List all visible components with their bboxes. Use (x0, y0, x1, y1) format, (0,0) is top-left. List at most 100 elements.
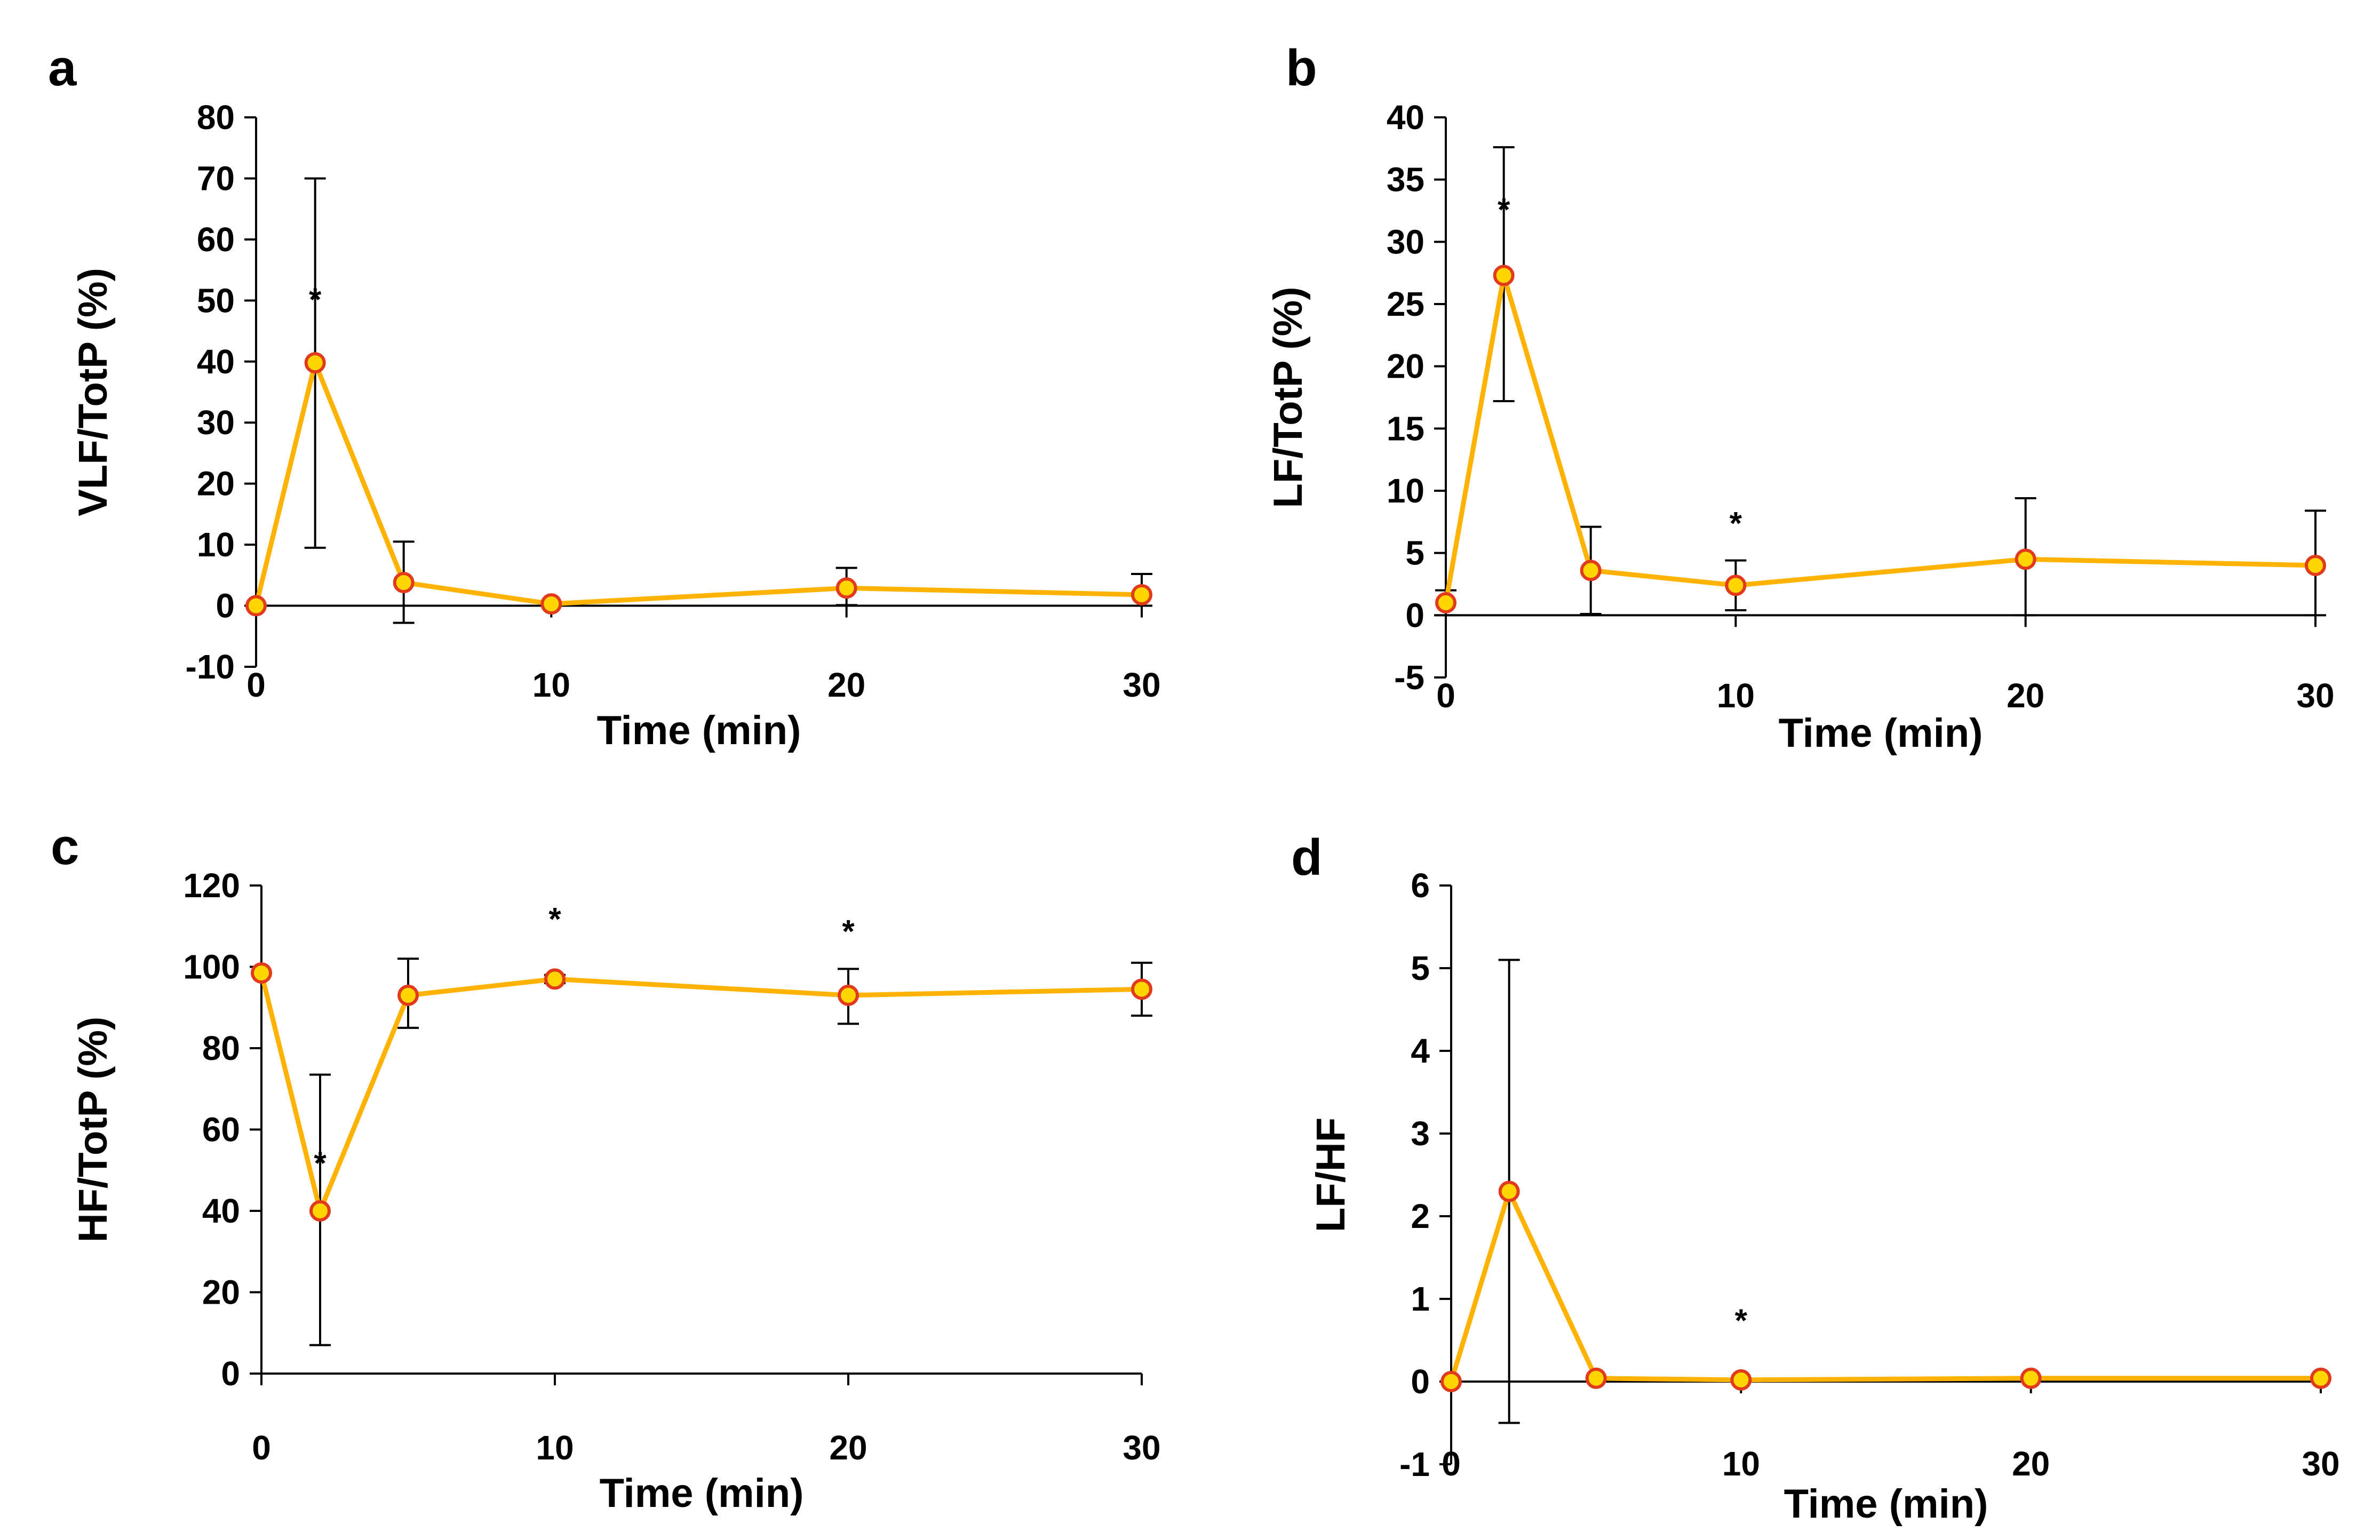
panel-a: a -10 0 10 20 30 40 50 60 70 80 0 10 20 30 Time (min) VL… (48, 39, 1161, 753)
y-tick-label: 40 (197, 342, 235, 381)
y-tick-label: 40 (202, 1192, 240, 1230)
x-tick-label: 30 (2296, 676, 2334, 715)
x-tick-label: 20 (827, 666, 865, 704)
y-tick-label: 50 (197, 281, 235, 320)
y-tick-label: -10 (186, 648, 235, 686)
y-tick-label: 20 (1387, 347, 1424, 386)
significance-mark: * (548, 901, 561, 937)
y-tick-label: 40 (1387, 98, 1424, 137)
data-point (304, 352, 326, 374)
y-tick-label: 6 (1411, 866, 1430, 905)
panel-letter: d (1291, 829, 1323, 886)
series-line (259, 972, 1142, 1214)
y-tick-label: -1 (1399, 1445, 1430, 1483)
y-axis-title: LF/TotP (%) (1265, 286, 1311, 508)
y-tick-label: 60 (202, 1111, 240, 1149)
y-tick-label: 2 (1411, 1197, 1430, 1235)
data-point (1730, 1369, 1752, 1391)
x-axis-title: Time (min) (600, 1471, 804, 1516)
x-tick-label: 10 (536, 1429, 574, 1467)
data-point (544, 968, 566, 990)
panel-letter: a (48, 39, 77, 97)
x-tick-label: 0 (252, 1429, 271, 1467)
data-point (540, 593, 562, 615)
y-tick-label: 0 (221, 1354, 240, 1393)
panel-c: c 0 20 40 60 80 100 120 0 10 20 30 Time (min) HF/TotP… (51, 818, 1161, 1516)
y-axis-title: LF/HF (1308, 1118, 1354, 1232)
x-tick-label: 10 (532, 666, 570, 704)
y-axis-title: HF/TotP (%) (70, 1017, 116, 1243)
panel-d: d -1 0 1 2 3 4 5 6 0 10 20 30 Time (min) LF/HF * (1291, 829, 2340, 1527)
y-tick-label: 15 (1387, 409, 1424, 448)
series-line (1443, 273, 2316, 603)
data-point (2310, 1367, 2331, 1389)
y-tick-label: 3 (1411, 1114, 1430, 1153)
y-tick-label: -5 (1394, 658, 1424, 697)
data-point (1435, 592, 1456, 613)
data-point (2015, 548, 2036, 570)
data-point (397, 984, 419, 1006)
significance-mark: * (309, 282, 322, 317)
panel-b: b -5 0 5 10 15 20 25 30 35 40 0 10 20 30 Time (min) LF/T… (1265, 39, 2335, 756)
y-tick-label: 25 (1387, 285, 1424, 323)
panel-letter: c (51, 818, 79, 875)
y-tick-label: 100 (183, 948, 240, 986)
data-point (1580, 560, 1602, 581)
data-point (1725, 574, 1747, 596)
significance-mark: * (314, 1145, 327, 1181)
significance-mark: * (1735, 1303, 1748, 1338)
x-tick-label: 30 (2302, 1445, 2339, 1483)
data-point (1493, 265, 1515, 286)
x-tick-label: 10 (1722, 1445, 1760, 1483)
x-tick-label: 0 (246, 666, 266, 704)
y-tick-label: 60 (197, 220, 235, 259)
x-tick-label: 20 (2007, 676, 2044, 715)
y-tick-label: 35 (1387, 161, 1424, 199)
data-point (835, 577, 857, 599)
x-tick-label: 30 (1123, 666, 1160, 704)
y-tick-label: 5 (1411, 949, 1430, 987)
y-tick-label: 10 (1387, 472, 1424, 510)
data-point (245, 595, 267, 617)
data-point (1131, 978, 1152, 1000)
x-tick-label: 0 (1442, 1445, 1461, 1483)
data-point (1440, 1371, 1462, 1392)
data-point (2305, 555, 2326, 576)
x-axis-title: Time (min) (597, 708, 801, 753)
panel-letter: b (1286, 39, 1317, 97)
x-tick-label: 10 (1717, 676, 1755, 715)
y-tick-label: 0 (1411, 1362, 1430, 1401)
y-tick-label: 20 (197, 465, 235, 503)
significance-mark: * (1730, 505, 1742, 541)
y-tick-label: 1 (1411, 1280, 1430, 1318)
y-axis-title: VLF/TotP (%) (70, 268, 116, 516)
series-line (1448, 1189, 2321, 1383)
y-tick-label: 10 (197, 525, 235, 564)
y-tick-label: 70 (197, 159, 235, 197)
x-tick-label: 30 (1123, 1429, 1160, 1467)
x-axis-title: Time (min) (1779, 711, 1983, 756)
y-tick-label: 0 (216, 587, 235, 625)
y-tick-label: 120 (183, 866, 240, 905)
x-tick-label: 20 (2012, 1445, 2050, 1483)
data-point (1585, 1367, 1607, 1389)
x-axis-title: Time (min) (1784, 1481, 1988, 1527)
data-point (1498, 1180, 1520, 1202)
y-tick-label: 80 (202, 1029, 240, 1067)
x-tick-label: 0 (1436, 676, 1455, 715)
data-point (393, 572, 415, 594)
y-tick-label: 5 (1405, 534, 1424, 572)
y-tick-label: 20 (202, 1273, 240, 1312)
significance-mark: * (1498, 191, 1510, 227)
y-tick-label: 80 (197, 98, 235, 137)
series-line (253, 360, 1142, 607)
data-point (2020, 1367, 2042, 1389)
data-point (309, 1200, 331, 1222)
y-tick-label: 30 (197, 403, 235, 442)
data-point (838, 984, 859, 1006)
data-point (1131, 584, 1152, 605)
x-tick-label: 20 (829, 1429, 867, 1467)
significance-mark: * (842, 913, 855, 949)
y-tick-label: 30 (1387, 222, 1424, 261)
